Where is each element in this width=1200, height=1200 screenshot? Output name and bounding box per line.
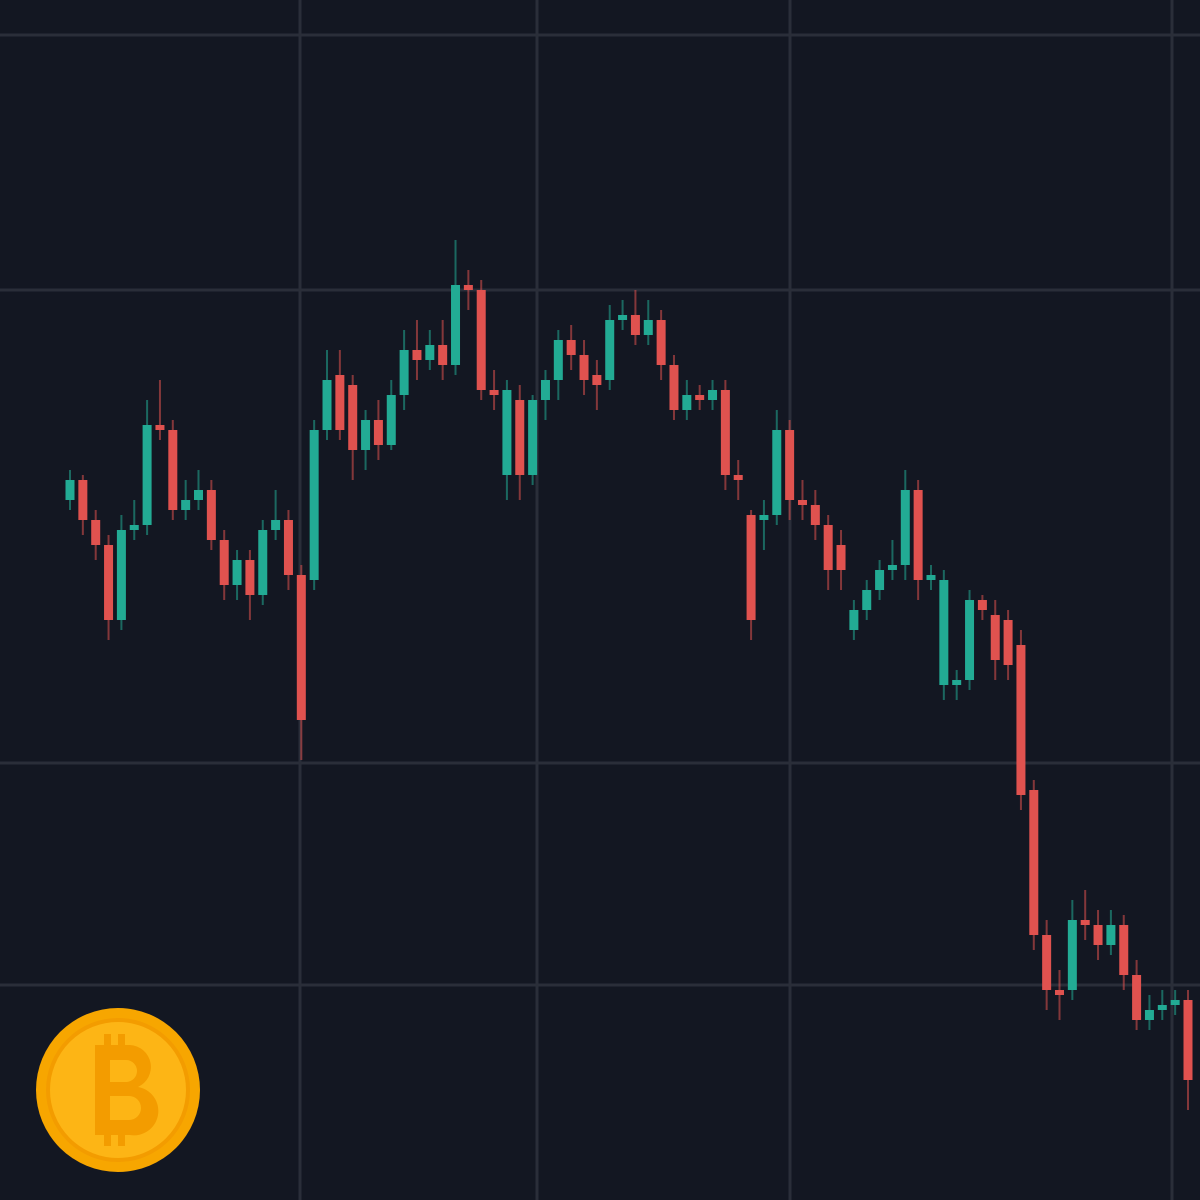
candle-body [116, 530, 126, 620]
candle-body [1080, 920, 1090, 925]
candle-body [219, 540, 229, 585]
candle-body [412, 350, 422, 360]
candle-body [438, 345, 448, 365]
candle-body [425, 345, 435, 360]
candle-body [618, 315, 628, 320]
candle-body [373, 420, 383, 445]
candle-body [772, 430, 782, 515]
candle-body [862, 590, 872, 610]
candle-body [965, 600, 975, 680]
candle-body [104, 545, 114, 620]
candle-body [733, 475, 743, 480]
candle-body [849, 610, 859, 630]
candle-body [258, 530, 268, 595]
candle-body [605, 320, 615, 380]
candle-body [309, 430, 319, 580]
candle-body [1042, 935, 1052, 990]
candle-body [1144, 1010, 1154, 1020]
candle-body [836, 545, 846, 570]
candle-body [540, 380, 550, 400]
candle-body [1157, 1005, 1167, 1010]
candle-body [399, 350, 409, 395]
candle-body [553, 340, 563, 380]
candle-body [232, 560, 242, 585]
candle-body [990, 615, 1000, 660]
candle-body [1183, 1000, 1193, 1080]
candle-body [1106, 925, 1116, 945]
candle-body [759, 515, 769, 520]
candle-body [875, 570, 885, 590]
candle-body [669, 365, 679, 410]
candle-body [695, 395, 705, 400]
candle-body [643, 320, 653, 335]
candle-body [515, 400, 525, 475]
candle-body [1029, 790, 1039, 935]
candle-body [386, 395, 396, 445]
candle-body [348, 385, 358, 450]
candle-body [142, 425, 152, 525]
candle-body [502, 390, 512, 475]
candle-body [206, 490, 216, 540]
candle-body [1067, 920, 1077, 990]
candle-body [245, 560, 255, 595]
candle-body [1093, 925, 1103, 945]
candle-body [1132, 975, 1142, 1020]
candle-body [1119, 925, 1129, 975]
candle-body [168, 430, 178, 510]
candle-body [566, 340, 576, 355]
candle-body [322, 380, 332, 430]
candle-body [952, 680, 962, 685]
candle-body [271, 520, 281, 530]
candle-body [682, 395, 692, 410]
candle-body [65, 480, 75, 500]
candle-body [451, 285, 461, 365]
candle-body [913, 490, 923, 580]
candle-body [528, 400, 538, 475]
candle-body [194, 490, 204, 500]
candle-body [1016, 645, 1026, 795]
candle-body [592, 375, 602, 385]
candle-body [1054, 990, 1064, 995]
candle-body [463, 285, 473, 290]
candle-body [823, 525, 833, 570]
candle-body [361, 420, 371, 450]
candle-body [476, 290, 486, 390]
candle-body [91, 520, 101, 545]
candle-body [630, 315, 640, 335]
candle-body [900, 490, 910, 565]
candle-body [129, 525, 139, 530]
bitcoin-icon [36, 1008, 200, 1172]
candle-body [489, 390, 499, 395]
candle-body [579, 355, 589, 380]
candles [65, 240, 1193, 1110]
candle-body [810, 505, 820, 525]
candle-body [939, 580, 949, 685]
candle-body [797, 500, 807, 505]
candle-body [708, 390, 718, 400]
candle-body [656, 320, 666, 365]
candle-body [296, 575, 306, 720]
candle-body [78, 480, 88, 520]
candle-body [283, 520, 293, 575]
candle-body [887, 565, 897, 570]
candle-body [181, 500, 191, 510]
candle-body [335, 375, 345, 430]
candle-body [926, 575, 936, 580]
candle-body [155, 425, 165, 430]
candle-body [1170, 1000, 1180, 1005]
candle-body [785, 430, 795, 500]
candle-body [720, 390, 730, 475]
candle-body [1003, 620, 1013, 665]
candle-body [746, 515, 756, 620]
candle-body [977, 600, 987, 610]
